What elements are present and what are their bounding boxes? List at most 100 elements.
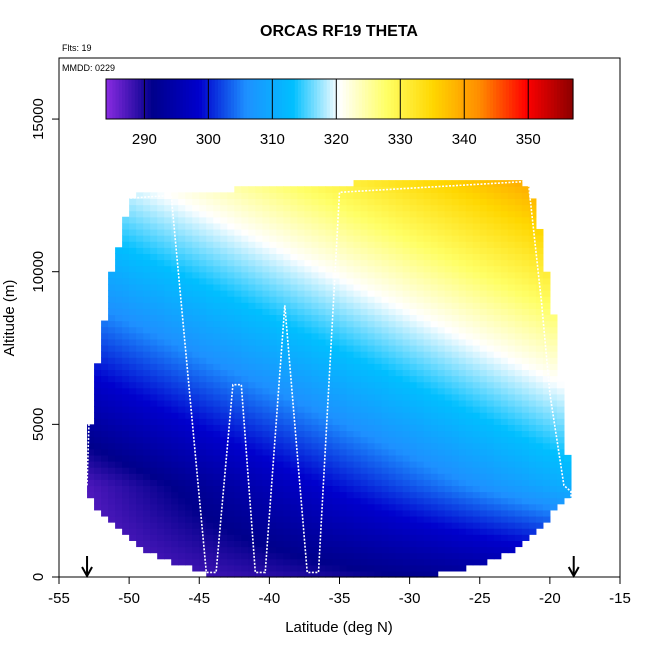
heatmap-cell [157, 436, 165, 444]
heatmap-cell [255, 558, 263, 566]
heatmap-cell [297, 210, 306, 218]
heatmap-cell [213, 509, 221, 517]
heatmap-cell [94, 491, 102, 499]
heatmap-cell [325, 253, 334, 261]
heatmap-cell [339, 558, 348, 566]
heatmap-cell [458, 424, 467, 432]
colorbar-swatch [125, 79, 129, 119]
heatmap-cell [360, 320, 369, 328]
heatmap-cell [164, 210, 172, 218]
heatmap-cell [416, 277, 425, 285]
colorbar-tick-label: 340 [452, 131, 477, 148]
heatmap-cell [213, 320, 221, 328]
heatmap-cell [437, 418, 446, 425]
heatmap-cell [423, 314, 432, 322]
heatmap-cell [206, 198, 214, 206]
heatmap-cell [199, 509, 207, 517]
heatmap-cell [388, 271, 397, 279]
heatmap-cell [381, 387, 390, 395]
heatmap-cell [325, 570, 334, 578]
heatmap-cell [556, 436, 565, 444]
heatmap-cell [136, 436, 144, 444]
heatmap-cell [241, 448, 249, 456]
heatmap-cell [409, 424, 418, 432]
heatmap-cell [108, 515, 116, 523]
heatmap-cell [521, 216, 530, 224]
heatmap-cell [493, 259, 502, 267]
heatmap-cell [381, 265, 390, 273]
heatmap-cell [395, 436, 404, 444]
heatmap-cell [199, 283, 207, 291]
heatmap-cell [192, 497, 200, 505]
heatmap-cell [444, 302, 453, 309]
heatmap-cell [542, 277, 551, 285]
heatmap-cell [458, 326, 467, 334]
heatmap-cell [388, 308, 397, 316]
heatmap-cell [556, 491, 565, 499]
heatmap-cell [150, 277, 158, 285]
heatmap-cell [276, 546, 284, 554]
heatmap-cell [290, 546, 299, 554]
endpoint-markers [81, 556, 580, 579]
heatmap-cell [129, 332, 137, 340]
heatmap-cell [395, 479, 404, 487]
heatmap-cell [220, 228, 228, 236]
heatmap-cell [220, 216, 228, 224]
heatmap-cell [136, 473, 144, 480]
heatmap-cell [206, 296, 214, 303]
heatmap-cell [430, 308, 439, 316]
heatmap-cell [486, 216, 495, 224]
heatmap-cell [157, 424, 165, 432]
heatmap-cell [290, 247, 299, 254]
heatmap-cell [542, 320, 551, 328]
heatmap-cell [423, 344, 432, 352]
heatmap-cell [507, 381, 516, 389]
heatmap-cell [164, 241, 172, 248]
heatmap-cell [185, 406, 193, 413]
heatmap-cell [416, 369, 425, 377]
heatmap-cell [157, 320, 165, 328]
heatmap-cell [136, 357, 144, 364]
heatmap-cell [339, 186, 348, 193]
heatmap-cell [507, 485, 516, 493]
heatmap-cell [185, 436, 193, 444]
heatmap-cell [500, 448, 509, 456]
heatmap-cell [374, 442, 383, 450]
heatmap-cell [255, 454, 263, 462]
heatmap-cell [423, 399, 432, 407]
heatmap-cell [521, 357, 530, 364]
heatmap-cell [472, 357, 481, 364]
heatmap-cell [297, 259, 306, 267]
heatmap-cell [514, 277, 523, 285]
heatmap-cell [283, 314, 292, 322]
heatmap-cell [129, 442, 137, 450]
heatmap-cell [248, 546, 256, 554]
heatmap-cell [115, 412, 123, 419]
heatmap-cell [416, 497, 425, 505]
heatmap-cell [332, 283, 341, 291]
heatmap-cell [206, 485, 214, 493]
heatmap-cell [493, 381, 502, 389]
heatmap-cell [325, 320, 334, 328]
heatmap-cell [339, 442, 348, 450]
heatmap-cell [388, 454, 397, 462]
heatmap-cell [549, 491, 558, 499]
heatmap-cell [164, 253, 172, 261]
heatmap-cell [150, 491, 158, 499]
heatmap-cell [178, 418, 186, 425]
heatmap-cell [472, 290, 481, 297]
heatmap-cell [157, 522, 165, 529]
heatmap-cell [304, 393, 313, 401]
heatmap-cell [136, 216, 144, 224]
heatmap-cell [360, 357, 369, 364]
heatmap-cell [367, 241, 376, 248]
heatmap-cell [416, 418, 425, 425]
heatmap-cell [318, 393, 327, 401]
heatmap-cell [192, 387, 200, 395]
heatmap-cell [395, 210, 404, 218]
heatmap-cell [248, 320, 256, 328]
heatmap-cell [444, 381, 453, 389]
heatmap-cell [479, 216, 488, 224]
heatmap-cell [157, 448, 165, 456]
